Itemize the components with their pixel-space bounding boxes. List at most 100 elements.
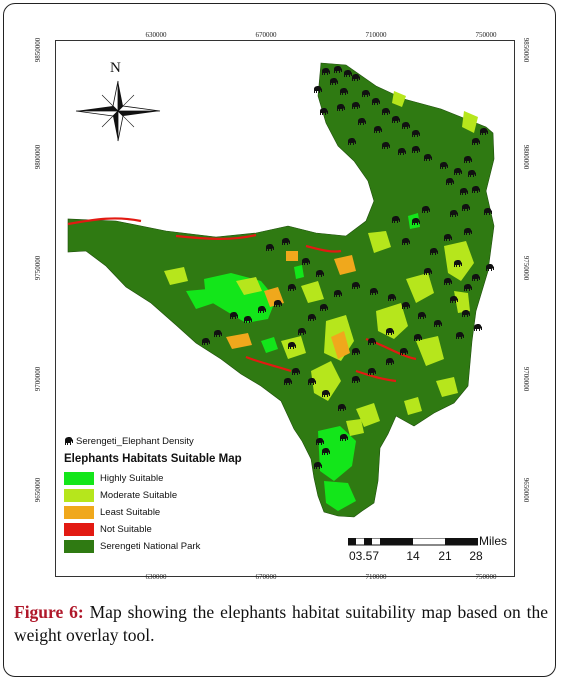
- elephant-marker: [430, 248, 438, 255]
- legend-swatch: [64, 472, 94, 485]
- elephant-marker: [464, 228, 472, 235]
- y-tick-left: 9750000: [34, 255, 42, 281]
- north-arrow: [75, 80, 161, 142]
- elephant-marker: [362, 90, 370, 97]
- x-tick-bottom: 630000: [145, 573, 167, 581]
- legend-title: Elephants Habitats Suitable Map: [64, 453, 242, 465]
- elephant-marker: [480, 128, 488, 135]
- legend-swatch: [64, 489, 94, 502]
- elephant-marker: [358, 118, 366, 125]
- elephant-marker: [292, 368, 300, 375]
- elephant-marker: [334, 66, 342, 73]
- legend-label: Serengeti National Park: [100, 541, 201, 552]
- elephant-marker: [444, 278, 452, 285]
- elephant-marker: [372, 98, 380, 105]
- elephant-marker: [456, 332, 464, 339]
- elephant-marker: [320, 304, 328, 311]
- elephant-marker: [338, 404, 346, 411]
- elephant-marker: [400, 348, 408, 355]
- elephant-icon: [65, 437, 73, 445]
- elephant-marker: [468, 170, 476, 177]
- elephant-marker: [214, 330, 222, 337]
- x-tick-top: 710000: [365, 31, 387, 39]
- y-tick-left: 9700000: [34, 366, 42, 392]
- scale-bar: Miles 03.57 14 21 28: [348, 534, 518, 567]
- elephant-marker: [414, 334, 422, 341]
- y-tick-right: 9750000: [522, 255, 530, 281]
- elephant-marker: [368, 338, 376, 345]
- elephant-marker: [288, 342, 296, 349]
- figure-caption: Figure 6: Map showing the elephants habi…: [14, 601, 548, 647]
- legend-swatch: [64, 523, 94, 536]
- y-tick-right: 9650000: [522, 477, 530, 503]
- elephant-marker: [314, 86, 322, 93]
- legend-swatch: [64, 506, 94, 519]
- elephant-marker: [316, 270, 324, 277]
- elephant-marker: [434, 320, 442, 327]
- elephant-marker: [202, 338, 210, 345]
- elephant-marker: [418, 312, 426, 319]
- elephant-marker: [392, 116, 400, 123]
- elephant-marker: [368, 368, 376, 375]
- elephant-marker: [258, 306, 266, 313]
- elephant-marker: [352, 348, 360, 355]
- elephant-marker: [230, 312, 238, 319]
- elephant-marker: [460, 188, 468, 195]
- legend-label: Highly Suitable: [100, 473, 164, 484]
- elephant-marker: [330, 78, 338, 85]
- elephant-marker: [472, 138, 480, 145]
- elephant-marker: [370, 288, 378, 295]
- elephant-marker: [284, 378, 292, 385]
- y-tick-left: 9850000: [34, 37, 42, 63]
- elephant-marker: [340, 88, 348, 95]
- elephant-marker: [464, 156, 472, 163]
- least-suitable-patches: [226, 251, 356, 359]
- elephant-marker: [392, 216, 400, 223]
- elephant-marker: [484, 208, 492, 215]
- elephant-marker: [244, 316, 252, 323]
- legend-label: Not Suitable: [100, 524, 152, 535]
- elephant-marker: [320, 108, 328, 115]
- elephant-marker: [472, 186, 480, 193]
- elephant-marker: [388, 294, 396, 301]
- caption-text: Map showing the elephants habitat suitab…: [14, 602, 548, 645]
- x-tick-bottom: 750000: [475, 573, 497, 581]
- scale-label: 28: [469, 549, 483, 563]
- elephant-marker: [472, 274, 480, 281]
- elephant-marker: [412, 146, 420, 153]
- elephant-marker: [308, 314, 316, 321]
- elephant-marker: [374, 126, 382, 133]
- y-tick-right: 9700000: [522, 366, 530, 392]
- elephant-marker: [444, 234, 452, 241]
- elephant-marker: [398, 148, 406, 155]
- y-tick-right: 9850000: [522, 37, 530, 63]
- elephant-marker: [402, 122, 410, 129]
- scale-bar-graphic: [348, 538, 478, 546]
- scale-unit: Miles: [479, 534, 508, 548]
- elephant-marker: [412, 130, 420, 137]
- scale-label: 21: [438, 549, 452, 563]
- elephant-marker: [302, 258, 310, 265]
- y-tick-right: 9800000: [522, 144, 530, 170]
- elephant-marker: [422, 206, 430, 213]
- elephant-marker: [308, 378, 316, 385]
- elephant-marker: [402, 302, 410, 309]
- elephant-marker: [352, 102, 360, 109]
- elephant-marker: [386, 358, 394, 365]
- y-tick-left: 9800000: [34, 144, 42, 170]
- elephant-marker: [424, 268, 432, 275]
- scale-label: 03.57: [348, 549, 380, 563]
- elephant-marker: [322, 448, 330, 455]
- x-tick-bottom: 670000: [255, 573, 277, 581]
- legend-label: Moderate Suitable: [100, 490, 178, 501]
- elephant-marker: [450, 210, 458, 217]
- park-boundary: [67, 62, 495, 518]
- elephant-marker: [322, 68, 330, 75]
- elephant-density-markers: [202, 66, 494, 469]
- elephant-marker: [462, 204, 470, 211]
- elephant-marker: [382, 108, 390, 115]
- elephant-marker: [446, 178, 454, 185]
- north-label: N: [110, 60, 121, 76]
- elephant-marker: [412, 218, 420, 225]
- elephant-marker: [454, 260, 462, 267]
